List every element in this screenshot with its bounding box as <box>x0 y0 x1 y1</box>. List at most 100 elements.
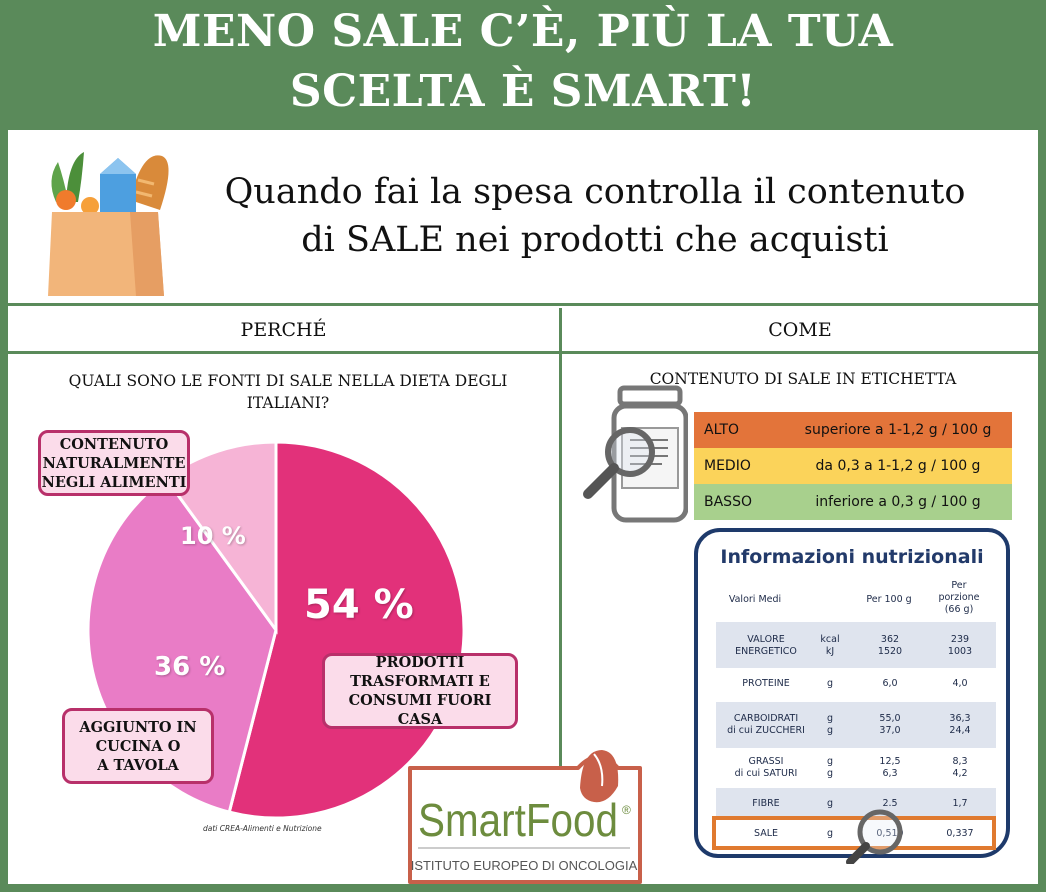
nutrition-row-value-portion-line2: 4,2 <box>952 768 968 779</box>
salt-level-high-name: ALTO <box>704 422 740 438</box>
nutrition-row-name-line1: GRASSI <box>748 756 784 767</box>
nutrition-row-name-line2: ENERGETICO <box>735 646 797 657</box>
nutrition-row-value-portion: 8,3 4,2 <box>930 756 990 780</box>
nutrition-row-name: VALORE ENERGETICO <box>720 634 812 658</box>
grocery-bag-icon <box>48 152 169 296</box>
intro-row: Quando fai la spesa controlla il contenu… <box>8 130 1038 306</box>
smartfood-logo: SmartFood ® ISTITUTO EUROPEO DI ONCOLOGI… <box>408 750 642 884</box>
column-divider <box>559 308 562 884</box>
nutrition-row-bg <box>716 622 996 668</box>
nutrition-row-name: CARBOIDRATI di cui ZUCCHERI <box>720 713 812 737</box>
callout-natural-line2: NATURALMENTE <box>42 454 186 472</box>
nutrition-row-value-portion-line1: 36,3 <box>949 713 971 724</box>
callout-added-line1: AGGIUNTO IN <box>79 718 197 736</box>
salt-level-low: BASSO inferiore a 0,3 g / 100 g <box>694 484 1012 520</box>
nutrition-col-portion-line2: porzione <box>938 592 980 603</box>
nutrition-row-value-portion-line2: 24,4 <box>949 725 971 736</box>
nutrition-row-unit-line1: g <box>826 713 834 724</box>
callout-added: AGGIUNTO IN CUCINA O A TAVOLA <box>62 708 214 784</box>
magnifier-icon <box>846 809 903 864</box>
nutrition-row-bg <box>716 788 996 818</box>
nutrition-row-unit-line1: g <box>826 756 834 767</box>
nutrition-row-unit-line2: g <box>826 725 834 736</box>
pie-percent-processed: 54 % <box>304 582 414 628</box>
nutrition-row-value-portion-salt: 0,337 <box>946 828 974 839</box>
nutrition-label-card: Informazioni nutrizionali Valori Medi Pe… <box>694 528 1010 864</box>
nutrition-row-unit: kcal kJ <box>810 634 850 658</box>
column-header-why: PERCHÉ <box>8 308 559 354</box>
salt-sources-question: QUALI SONO LE FONTI DI SALE NELLA DIETA … <box>28 370 548 414</box>
smartfood-leaf-icon <box>580 750 619 803</box>
header-banner: MENO SALE C’È, PIÙ LA TUA SCELTA È SMART… <box>0 0 1046 124</box>
data-source-note: dati CREA-Alimenti e Nutrizione <box>203 824 322 833</box>
jar-label-magnifier-icon <box>583 385 688 523</box>
nutrition-row-unit: g g <box>810 713 850 737</box>
nutrition-row-unit: g g <box>810 756 850 780</box>
nutrition-row-unit: g <box>826 798 834 809</box>
nutrition-row-value-portion-line1: 239 <box>950 634 970 645</box>
nutrition-row-name-salt: SALE <box>753 828 778 839</box>
nutrition-row-unit-line2: kJ <box>825 646 835 657</box>
callout-added-line2: CUCINA O <box>95 737 181 755</box>
nutrition-row-name-line2: di cui ZUCCHERI <box>727 725 805 736</box>
nutrition-col-portion-line1: Per <box>951 580 967 591</box>
header-title-line2: SCELTA È SMART! <box>289 66 757 117</box>
header-title-line1: MENO SALE C’È, PIÙ LA TUA <box>152 6 894 57</box>
callout-processed-line2: TRASFORMATI E <box>350 673 490 690</box>
nutrition-row-value-100g: 55,0 37,0 <box>860 713 920 737</box>
nutrition-row-name: GRASSI di cui SATURI <box>720 756 812 780</box>
nutrition-row-name: PROTEINE <box>742 678 790 689</box>
nutrition-row-bg <box>716 702 996 748</box>
callout-processed: PRODOTTI TRASFORMATI E CONSUMI FUORI CAS… <box>322 653 518 729</box>
nutrition-row-unit: g <box>826 678 834 689</box>
intro-subtitle: Quando fai la spesa controlla il contenu… <box>180 168 1010 264</box>
column-header-how: COME <box>562 308 1038 354</box>
nutrition-col-100g: Per 100 g <box>866 594 912 605</box>
salt-level-medium: MEDIO da 0,3 a 1-1,2 g / 100 g <box>694 448 1012 484</box>
salt-level-medium-name: MEDIO <box>704 458 751 474</box>
nutrition-row-value-portion: 239 1003 <box>930 634 990 658</box>
salt-level-high-desc: superiore a 1-1,2 g / 100 g <box>804 422 992 438</box>
nutrition-row-value-portion: 36,3 24,4 <box>930 713 990 737</box>
nutrition-row-value-100g-line1: 55,0 <box>879 713 901 724</box>
nutrition-col-portion-line3: (66 g) <box>944 604 974 615</box>
nutrition-row-value-portion-line1: 8,3 <box>952 756 968 767</box>
nutrition-row-value-100g-line1: 12,5 <box>879 756 901 767</box>
callout-processed-line3: CONSUMI FUORI CASA <box>348 692 492 728</box>
nutrition-row-name-line2: di cui SATURI <box>734 768 798 779</box>
nutrition-row-value-100g-line2: 1520 <box>877 646 903 657</box>
salt-level-low-desc: inferiore a 0,3 g / 100 g <box>815 494 981 510</box>
content-panel: Quando fai la spesa controlla il contenu… <box>8 130 1038 884</box>
callout-added-line3: A TAVOLA <box>97 756 179 774</box>
pie-percent-added: 36 % <box>154 652 226 682</box>
salt-level-high: ALTO superiore a 1-1,2 g / 100 g <box>694 412 1012 448</box>
nutrition-row-unit-line2: g <box>826 768 834 779</box>
salt-level-low-name: BASSO <box>704 494 752 510</box>
nutrition-row-name-line1: VALORE <box>747 634 785 645</box>
nutrition-row-name-line1: CARBOIDRATI <box>733 713 799 724</box>
label-salt-title: CONTENUTO DI SALE IN ETICHETTA <box>649 370 957 388</box>
nutrition-row-unit-line1: kcal <box>820 634 840 645</box>
salt-sources-question-line2: ITALIANI? <box>246 394 330 412</box>
nutrition-col-portion: Per porzione (66 g) <box>920 580 998 616</box>
nutrition-row-value-100g: 6,0 <box>882 678 898 689</box>
pie-percent-natural: 10 % <box>180 522 246 550</box>
callout-natural-line1: CONTENUTO <box>59 435 169 453</box>
nutrition-row-unit-salt: g <box>826 828 834 839</box>
nutrition-row-name: FIBRE <box>752 798 780 809</box>
nutrition-row-value-100g-salt: 0,510 <box>860 828 920 840</box>
smartfood-institute: ISTITUTO EUROPEO DI ONCOLOGIA <box>411 858 638 873</box>
callout-natural: CONTENUTO NATURALMENTE NEGLI ALIMENTI <box>38 430 190 496</box>
nutrition-row-value-100g-line2: 37,0 <box>879 725 901 736</box>
nutrition-row-value-100g: 12,5 6,3 <box>860 756 920 780</box>
callout-natural-line3: NEGLI ALIMENTI <box>41 473 187 491</box>
nutrition-row-value-portion: 1,7 <box>952 798 968 809</box>
nutrition-title: Informazioni nutrizionali <box>720 546 984 568</box>
salt-level-medium-desc: da 0,3 a 1-1,2 g / 100 g <box>815 458 981 474</box>
salt-highlight-box <box>712 816 996 850</box>
nutrition-row-value-100g: 2.5 <box>882 798 898 809</box>
nutrition-row-value-100g: 362 1520 <box>860 634 920 658</box>
smartfood-registered: ® <box>622 803 631 817</box>
intro-subtitle-line2: di SALE nei prodotti che acquisti <box>301 220 889 260</box>
smartfood-brand: SmartFood <box>418 794 618 846</box>
